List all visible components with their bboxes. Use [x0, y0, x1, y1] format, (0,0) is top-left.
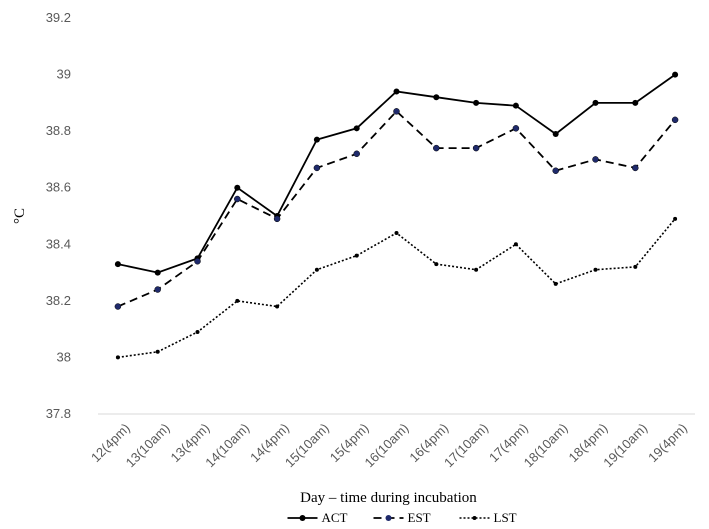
data-point-est — [632, 164, 639, 172]
legend-swatch-marker — [299, 515, 306, 521]
data-point-est — [194, 258, 201, 265]
x-tick-label: 13(10am) — [123, 420, 173, 470]
y-tick-label: 38 — [57, 349, 71, 364]
data-point-est — [393, 108, 400, 115]
data-point-act — [114, 261, 121, 268]
data-point-act — [592, 99, 599, 106]
data-point-lst — [275, 304, 280, 309]
legend-label: EST — [408, 510, 431, 525]
legend-entry-act: ACT — [287, 510, 348, 525]
data-point-lst — [593, 267, 598, 272]
data-point-est — [234, 195, 241, 203]
data-point-est — [273, 215, 281, 223]
data-point-lst — [195, 329, 200, 334]
x-tick-label: 15(10am) — [282, 420, 332, 470]
x-tick-label: 17(10am) — [441, 420, 491, 470]
data-point-est — [552, 167, 559, 174]
y-tick-label: 38.6 — [46, 180, 71, 195]
y-tick-label: 39 — [57, 67, 71, 82]
legend-swatch-marker — [385, 515, 392, 521]
series-est — [114, 108, 679, 310]
data-point-est — [114, 303, 122, 310]
data-point-est — [154, 286, 161, 293]
y-axis-label: °C — [12, 208, 28, 224]
data-point-act — [552, 130, 559, 137]
y-axis-ticks: 37.8 38 38.2 38.4 38.6 38.8 39 39.2 — [46, 10, 71, 421]
data-point-lst — [633, 264, 638, 269]
legend-label: LST — [494, 510, 517, 525]
series-layer — [114, 71, 679, 360]
x-tick-label: 19(4pm) — [645, 420, 690, 465]
legend-entry-lst: LST — [459, 510, 517, 525]
legend-swatch-marker — [472, 516, 477, 520]
data-point-lst — [115, 355, 120, 360]
data-point-est — [472, 144, 480, 152]
series-line-lst — [117, 218, 676, 359]
y-tick-label: 38.2 — [46, 293, 71, 308]
data-point-lst — [314, 267, 319, 272]
data-point-act — [632, 99, 639, 106]
x-tick-label: 14(10am) — [202, 420, 252, 470]
y-tick-label: 38.8 — [46, 123, 71, 138]
data-point-act — [393, 88, 400, 95]
data-point-lst — [235, 298, 240, 303]
legend: ACT EST LST — [287, 510, 517, 525]
data-point-act — [512, 102, 519, 109]
series-act — [114, 71, 679, 276]
x-tick-label: 19(10am) — [600, 420, 650, 470]
data-point-act — [154, 269, 161, 276]
y-tick-label: 39.2 — [46, 10, 71, 25]
data-point-est — [671, 116, 679, 124]
data-point-lst — [434, 262, 439, 267]
data-point-est — [313, 164, 321, 172]
data-point-est — [433, 144, 440, 152]
data-point-act — [473, 99, 480, 106]
x-axis-ticks: 12(4pm)13(10am)13(4pm)14(10am)14(4pm)15(… — [88, 420, 690, 470]
data-point-act — [313, 136, 320, 143]
y-tick-label: 37.8 — [46, 406, 71, 421]
data-point-lst — [513, 242, 518, 247]
data-point-est — [592, 156, 599, 163]
x-tick-label: 16(10am) — [361, 420, 411, 470]
data-point-act — [234, 184, 241, 191]
data-point-lst — [354, 253, 359, 258]
x-axis-label: Day – time during incubation — [300, 490, 477, 506]
y-tick-label: 38.4 — [46, 236, 71, 251]
data-point-lst — [553, 281, 558, 286]
legend-label: ACT — [322, 510, 348, 525]
data-point-est — [353, 150, 360, 158]
data-point-est — [512, 125, 520, 132]
data-point-lst — [394, 230, 399, 235]
series-lst — [115, 216, 678, 360]
data-point-lst — [155, 349, 160, 354]
series-line-est — [117, 110, 676, 308]
data-point-act — [433, 94, 440, 101]
data-point-lst — [474, 267, 479, 272]
data-point-lst — [673, 216, 678, 221]
data-point-act — [672, 71, 679, 78]
data-point-act — [353, 125, 360, 132]
x-tick-label: 18(10am) — [521, 420, 571, 470]
series-line-act — [117, 73, 676, 274]
legend-entry-est: EST — [373, 510, 431, 525]
